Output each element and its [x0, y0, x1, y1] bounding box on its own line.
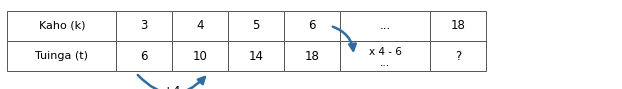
Text: 14: 14 [249, 50, 264, 63]
Bar [340, 41, 430, 71]
Bar [430, 11, 486, 41]
Bar [7, 41, 116, 71]
Text: 6: 6 [141, 50, 148, 63]
Text: Tuinga (t): Tuinga (t) [35, 51, 88, 61]
Bar [172, 41, 228, 71]
Text: ...: ... [380, 58, 391, 68]
Text: Kaho (k): Kaho (k) [39, 21, 85, 31]
Text: 18: 18 [305, 50, 320, 63]
Bar [284, 41, 340, 71]
Bar [228, 41, 284, 71]
Text: 6: 6 [309, 19, 316, 32]
Text: x 4 - 6: x 4 - 6 [369, 47, 402, 57]
Text: 3: 3 [141, 19, 148, 32]
Bar [116, 41, 172, 71]
Bar [284, 11, 340, 41]
Text: ...: ... [379, 19, 391, 32]
Bar [430, 41, 486, 71]
Text: 18: 18 [451, 19, 466, 32]
Text: 10: 10 [193, 50, 208, 63]
Bar [116, 11, 172, 41]
Text: 4: 4 [197, 19, 204, 32]
Text: 5: 5 [253, 19, 260, 32]
Bar [228, 11, 284, 41]
Bar [340, 11, 430, 41]
Bar [172, 11, 228, 41]
Text: ?: ? [455, 50, 462, 63]
Bar [7, 11, 116, 41]
Text: +4: +4 [163, 85, 182, 89]
